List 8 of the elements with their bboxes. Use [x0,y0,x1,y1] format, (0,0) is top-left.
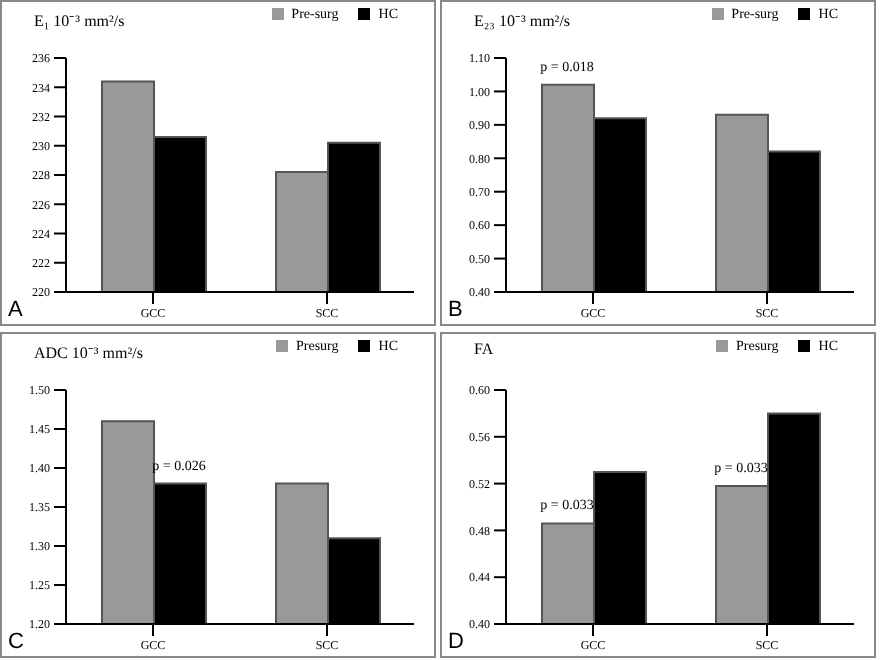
text: C [8,630,24,654]
text: A [8,298,23,322]
chart-title: E₁ 10⁻³ mm²/s [34,10,125,30]
text: B [448,298,463,322]
chart-title: E₂₃ 10⁻³ mm²/s [474,10,571,30]
text: D [448,630,464,654]
chart-title: ADC 10⁻³ mm²/s [34,342,143,362]
chart-title: FA [474,340,494,358]
